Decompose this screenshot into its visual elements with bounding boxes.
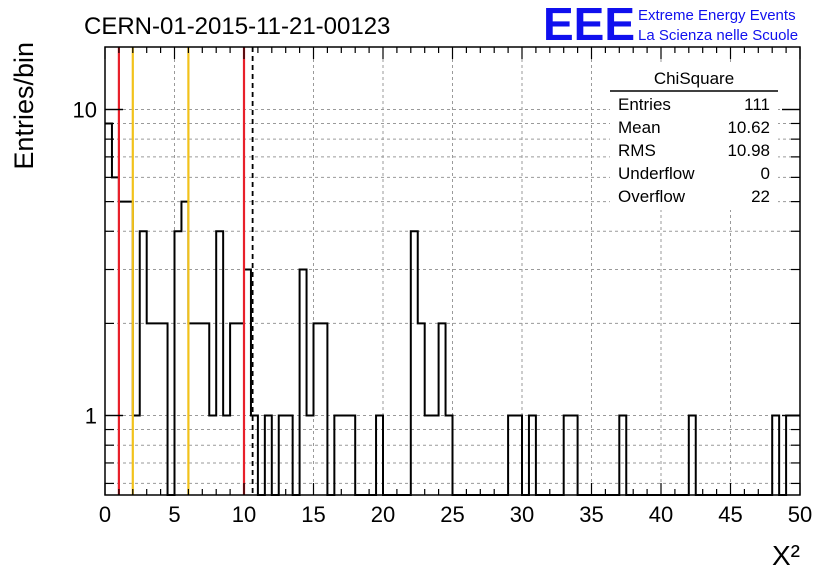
stats-row-value: 10.62 <box>727 118 770 137</box>
stats-row-value: 0 <box>761 164 770 183</box>
x-tick-label: 40 <box>649 502 673 527</box>
x-tick-label: 30 <box>510 502 534 527</box>
x-tick-label: 10 <box>232 502 256 527</box>
x-tick-label: 25 <box>440 502 464 527</box>
histogram-bin <box>147 323 154 495</box>
stats-row-label: Mean <box>618 118 661 137</box>
x-axis-label: X² <box>772 540 800 571</box>
grid-lines <box>105 47 800 495</box>
x-tick-label: 50 <box>788 502 812 527</box>
reference-lines <box>117 47 254 495</box>
histogram-bin <box>195 323 202 495</box>
stats-row-label: Underflow <box>618 164 695 183</box>
histogram-bin <box>154 323 161 495</box>
histogram-bin <box>314 323 321 495</box>
x-tick-label: 45 <box>718 502 742 527</box>
histogram-bin <box>202 323 209 495</box>
project-name-line: Extreme Energy Events <box>638 7 796 24</box>
histogram-bin <box>161 323 168 495</box>
histogram-bin <box>439 323 446 495</box>
stats-box-background <box>610 62 778 210</box>
stats-box: ChiSquare Entries 111 Mean 10.62 RMS 10.98 Und… <box>610 62 778 210</box>
y-tick-label: 10 <box>73 97 97 122</box>
x-tick-label: 35 <box>579 502 603 527</box>
y-tick-label: 1 <box>85 404 97 429</box>
histogram-bin <box>300 270 307 495</box>
stats-row-value: 111 <box>744 95 770 114</box>
x-tick-label: 5 <box>168 502 180 527</box>
histogram-bin <box>175 231 182 495</box>
histogram-bin <box>418 323 425 495</box>
eee-logo: EEE <box>543 0 635 50</box>
histogram-bin <box>230 323 237 495</box>
histogram-bin <box>411 231 418 495</box>
axis-ticks <box>104 47 801 495</box>
stats-row-value: 10.98 <box>727 141 770 160</box>
x-tick-label: 20 <box>371 502 395 527</box>
histogram-bin <box>216 231 223 495</box>
stats-title: ChiSquare <box>654 69 734 88</box>
histogram-bin <box>105 123 112 495</box>
tick-labels: 0 5 10 15 20 25 30 35 40 45 50 1 10 <box>73 97 813 527</box>
stats-row-label: RMS <box>618 141 656 160</box>
x-tick-label: 15 <box>301 502 325 527</box>
stats-row-value: 22 <box>751 187 770 206</box>
x-tick-label: 0 <box>99 502 111 527</box>
project-subtitle-line: La Scienza nelle Scuole <box>638 27 798 44</box>
stats-row-label: Entries <box>618 95 671 114</box>
histogram-bin <box>140 231 147 495</box>
y-axis-label: Entries/bin <box>9 42 39 170</box>
histogram-bin <box>320 323 327 495</box>
run-title: CERN-01-2015-11-21-00123 <box>84 13 390 40</box>
stats-row-label: Overflow <box>618 187 686 206</box>
